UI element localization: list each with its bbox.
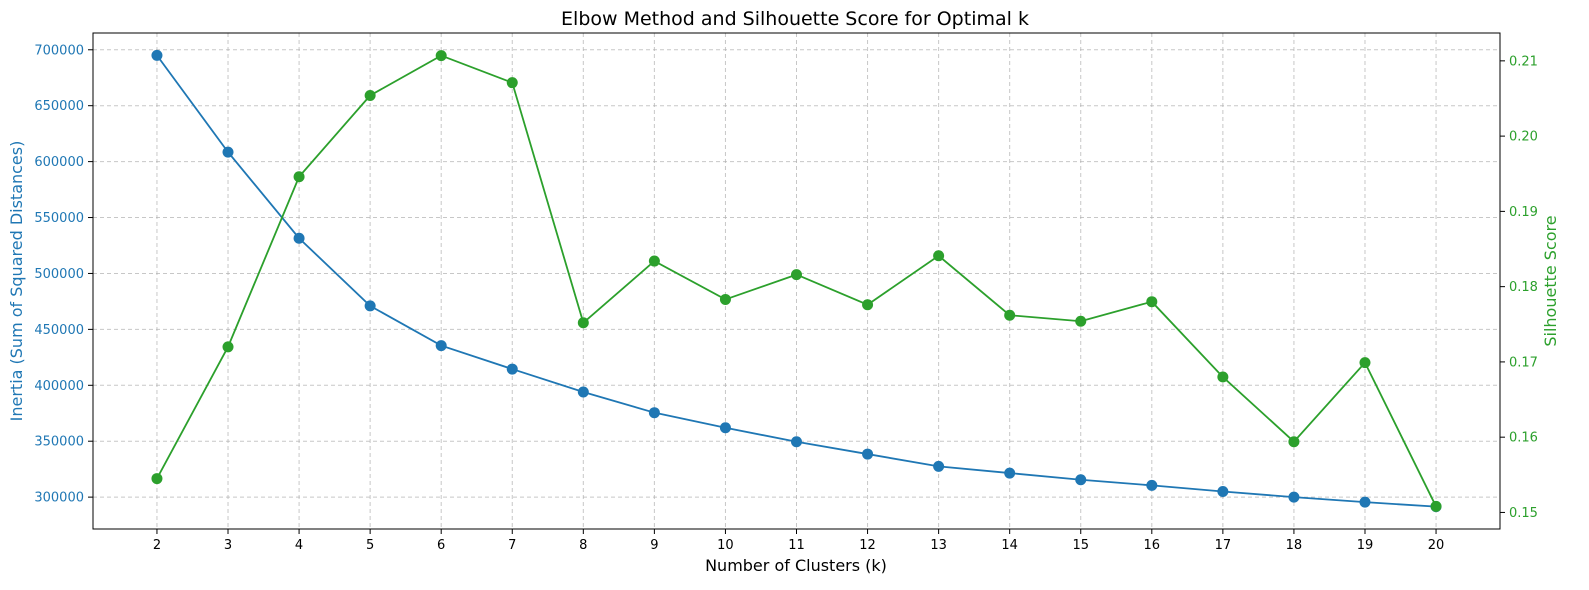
y-right-tick-label: 0.21 [1509,54,1538,69]
silhouette-point [933,250,945,262]
silhouette-point [151,473,163,485]
inertia-point [222,146,234,158]
inertia-point [435,340,447,352]
silhouette-point [648,255,660,267]
inertia-point [719,422,731,434]
inertia-point [364,300,376,312]
silhouette-point [1430,500,1442,512]
series-inertia [151,49,1442,513]
x-tick-label: 4 [295,538,303,553]
x-tick-label: 18 [1286,538,1303,553]
grid [93,33,1500,529]
y-right-tick-label: 0.15 [1509,506,1538,521]
silhouette-point [1004,309,1016,321]
inertia-point [791,436,802,448]
y-left-tick-label: 400000 [34,379,84,394]
x-tick-label: 9 [650,538,658,553]
inertia-point [1146,479,1158,491]
x-tick-label: 16 [1144,538,1161,553]
chart-title: Elbow Method and Silhouette Score for Op… [561,8,1029,30]
x-tick-label: 14 [1001,538,1018,553]
x-tick-label: 19 [1357,538,1374,553]
x-tick-label: 3 [224,538,232,553]
inertia-point [862,448,874,460]
inertia-point [1217,486,1229,498]
x-axis: 2 3 4 5 6 7 8 9 10 11 12 13 14 15 16 17 18 19 20 [153,529,1445,553]
inertia-point [1075,474,1087,486]
y-left-tick-label: 650000 [34,99,84,114]
x-tick-label: 15 [1072,538,1089,553]
x-tick-label: 8 [579,538,587,553]
y-left-tick-label: 500000 [34,267,84,282]
silhouette-point [1075,315,1087,327]
silhouette-point [1359,357,1371,369]
inertia-point [933,460,945,472]
x-tick-label: 5 [366,538,374,553]
y-left-tick-label: 450000 [34,323,84,338]
x-tick-label: 10 [717,538,734,553]
inertia-point [1359,496,1371,508]
inertia-point [151,49,163,61]
x-tick-label: 20 [1428,538,1445,553]
silhouette-point [862,299,874,311]
silhouette-point [577,317,589,329]
silhouette-point [506,77,518,89]
silhouette-point [293,171,305,183]
x-tick-label: 12 [859,538,876,553]
silhouette-point [364,89,376,101]
y-axis-right-title: Silhouette Score [1541,215,1560,346]
x-tick-label: 7 [508,538,516,553]
y-left-tick-label: 350000 [34,435,84,450]
silhouette-point [1217,371,1229,383]
y-right-tick-label: 0.19 [1509,205,1538,220]
inertia-point [577,386,589,398]
y-axis-left: 300000 350000 400000 450000 500000 550000 6000… [34,43,93,506]
x-tick-label: 2 [153,538,161,553]
x-tick-label: 6 [437,538,445,553]
silhouette-point [222,341,234,353]
silhouette-point [719,293,731,305]
inertia-point [293,232,305,244]
silhouette-point [435,50,447,62]
y-axis-right: 0.15 0.16 0.17 0.18 0.19 0.20 0.21 [1500,54,1538,521]
y-left-tick-label: 600000 [34,155,84,170]
y-left-tick-label: 300000 [34,491,84,506]
y-right-tick-label: 0.17 [1509,355,1538,370]
x-tick-label: 17 [1215,538,1232,553]
inertia-point [648,407,660,419]
y-right-tick-label: 0.18 [1509,280,1538,295]
x-tick-label: 11 [788,538,805,553]
inertia-point [506,363,518,375]
silhouette-point [791,269,802,281]
y-left-tick-label: 550000 [34,211,84,226]
y-left-tick-label: 700000 [34,43,84,58]
inertia-point [1004,467,1016,479]
x-axis-title: Number of Clusters (k) [705,556,887,575]
y-right-tick-label: 0.16 [1509,431,1538,446]
silhouette-point [1146,296,1158,308]
y-right-tick-label: 0.20 [1509,130,1538,145]
x-tick-label: 13 [930,538,947,553]
inertia-point [1288,491,1300,503]
y-axis-left-title: Inertia (Sum of Squared Distances) [7,141,26,422]
series-silhouette [151,50,1442,512]
silhouette-point [1288,436,1300,448]
